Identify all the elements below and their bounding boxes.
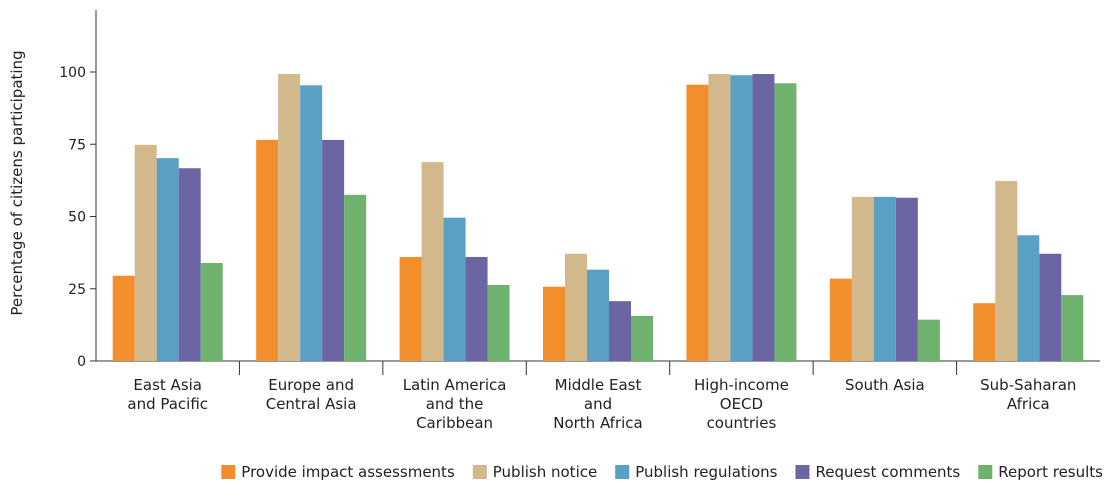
legend-item: Request comments bbox=[795, 463, 960, 481]
bar bbox=[973, 303, 996, 361]
bar bbox=[300, 85, 323, 361]
bar bbox=[156, 158, 179, 361]
x-category-label-line: North Africa bbox=[553, 414, 643, 432]
legend-label: Publish notice bbox=[493, 463, 597, 481]
x-category-label-line: Europe and bbox=[268, 376, 354, 394]
category-labels: East Asia and Pacific Europe and Central As… bbox=[127, 376, 1076, 432]
legend-swatch bbox=[978, 465, 993, 479]
y-tick-label: 0 bbox=[77, 354, 86, 370]
legend-swatch bbox=[615, 465, 630, 479]
bar bbox=[752, 74, 775, 361]
bar bbox=[178, 168, 201, 361]
bar bbox=[421, 162, 444, 361]
legend: Provide impact assessments Publish notice… bbox=[221, 463, 1103, 481]
x-category-label: Sub-Saharan Africa bbox=[980, 376, 1076, 413]
x-category-label-line: Africa bbox=[1007, 395, 1050, 413]
bar bbox=[686, 84, 709, 361]
legend-item: Publish regulations bbox=[615, 463, 778, 481]
bar bbox=[399, 256, 422, 361]
legend-swatch bbox=[221, 465, 236, 479]
bar bbox=[1061, 295, 1084, 361]
x-category-label-line: and Pacific bbox=[127, 395, 208, 413]
legend-swatch bbox=[795, 465, 810, 479]
x-category-label-line: East Asia bbox=[133, 376, 202, 394]
bar bbox=[1017, 235, 1040, 361]
bar bbox=[829, 278, 852, 361]
bar bbox=[609, 301, 631, 361]
legend-label: Provide impact assessments bbox=[241, 463, 455, 481]
y-tick-label: 25 bbox=[68, 282, 86, 298]
x-category-label-line: and the bbox=[426, 395, 484, 413]
bar bbox=[487, 284, 510, 361]
legend-item: Publish notice bbox=[472, 463, 597, 481]
x-category-label-line: Sub-Saharan bbox=[980, 376, 1076, 394]
x-category-label-line: OECD bbox=[720, 395, 763, 413]
legend-swatch bbox=[472, 465, 487, 479]
bars bbox=[112, 74, 1084, 362]
legend-label: Report results bbox=[998, 463, 1103, 481]
x-category-label-line: South Asia bbox=[845, 376, 925, 394]
x-category-label-line: Latin America bbox=[403, 376, 507, 394]
bar bbox=[631, 315, 653, 361]
x-category-label: Europe and Central Asia bbox=[266, 376, 357, 413]
bar bbox=[708, 74, 731, 361]
legend-item: Report results bbox=[978, 463, 1103, 481]
x-category-label-line: Caribbean bbox=[416, 414, 493, 432]
y-tick-label: 50 bbox=[68, 210, 86, 226]
legend-label: Publish regulations bbox=[635, 463, 777, 481]
bar bbox=[256, 139, 279, 361]
legend-item: Provide impact assessments bbox=[221, 463, 455, 481]
bar bbox=[1039, 253, 1062, 361]
bar bbox=[278, 74, 301, 361]
bar bbox=[465, 256, 488, 361]
x-category-label-line: High-income bbox=[694, 376, 789, 394]
x-category-label-line: Central Asia bbox=[266, 395, 357, 413]
x-category-label: South Asia bbox=[845, 376, 925, 394]
bar bbox=[895, 197, 918, 361]
bar bbox=[112, 275, 135, 361]
bar bbox=[774, 83, 797, 362]
x-category-label: Middle East and North Africa bbox=[553, 376, 643, 432]
y-axis-label: Percentage of citizens participating bbox=[8, 50, 26, 315]
x-category-label: High-income OECD countries bbox=[694, 376, 789, 432]
y-tick-label: 100 bbox=[59, 65, 86, 81]
bar bbox=[730, 75, 753, 361]
bar bbox=[587, 269, 609, 361]
x-category-label: Latin America and the Caribbean bbox=[403, 376, 507, 432]
bar bbox=[851, 196, 874, 361]
bar bbox=[565, 253, 587, 361]
bar bbox=[443, 217, 466, 361]
x-category-label: East Asia and Pacific bbox=[127, 376, 208, 413]
bar bbox=[543, 286, 565, 361]
bar bbox=[322, 139, 345, 361]
bar bbox=[200, 263, 223, 361]
y-tick-label: 75 bbox=[68, 137, 86, 153]
bar bbox=[917, 319, 940, 361]
bar bbox=[873, 196, 896, 361]
legend-label: Request comments bbox=[815, 463, 960, 481]
bar bbox=[344, 194, 367, 361]
x-category-label-line: Middle East bbox=[555, 376, 642, 394]
bar bbox=[134, 144, 157, 361]
bar bbox=[995, 180, 1018, 361]
x-category-label-line: countries bbox=[707, 414, 777, 432]
x-category-label-line: and bbox=[584, 395, 612, 413]
